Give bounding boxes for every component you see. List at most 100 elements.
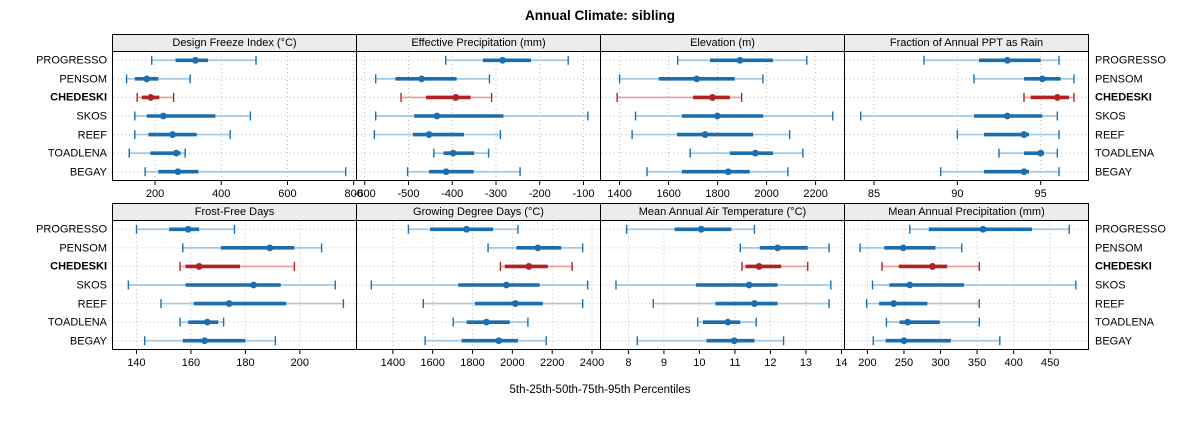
interval-pensom — [618, 74, 764, 84]
median-dot — [751, 300, 758, 307]
tick-label: 400 — [212, 188, 230, 200]
x-axis: 1400 1600 1800 2000 2200 2400 — [381, 350, 604, 369]
panel-plot — [112, 220, 357, 350]
site-labels-left: PROGRESSO PENSOM CHEDESKI SKOS REEF TOADLENA B… — [0, 34, 112, 203]
median-dot — [534, 244, 542, 252]
interval-reef — [373, 130, 502, 140]
median-dot — [511, 300, 519, 307]
site-label-begay: BEGAY — [1095, 166, 1133, 179]
median-dot — [174, 168, 182, 176]
panel-header: Elevation (m) — [600, 34, 845, 52]
site-label-reef: REEF — [1095, 129, 1125, 142]
tick-label: 11 — [729, 357, 740, 369]
interval-progresso — [909, 224, 1070, 234]
site-label-chedeski: CHEDESKI — [1095, 260, 1152, 273]
median-dot — [172, 149, 180, 157]
median-dot — [904, 318, 912, 326]
site-label-progresso: PROGRESSO — [36, 54, 107, 67]
interval-progresso — [676, 55, 808, 65]
panel-plot — [356, 220, 601, 350]
median-dot — [452, 94, 460, 101]
interval-reef — [422, 299, 584, 309]
median-dot — [192, 56, 199, 64]
tick-label: 300 — [931, 357, 949, 369]
panel-3: Fraction of Annual PPT as Rain 85 90 95 — [844, 34, 1089, 203]
median-dot — [143, 75, 151, 83]
tick-label: 8 — [625, 357, 631, 369]
x-axis-caption: 5th-25th-50th-75th-95th Percentiles — [509, 384, 691, 396]
panel-plot — [600, 220, 845, 350]
median-dot — [159, 112, 167, 120]
interval-chedeski — [741, 261, 809, 271]
tick-label: 350 — [968, 357, 986, 369]
site-label-skos: SKOS — [1095, 110, 1126, 123]
tick-label: -200 — [529, 188, 551, 200]
median-dot — [755, 263, 763, 270]
tick-label: -100 — [572, 188, 594, 200]
tick-label: 2200 — [803, 188, 827, 200]
interval-reef — [160, 299, 345, 309]
panel-header: Growing Degree Days (°C) — [356, 203, 601, 221]
site-labels-right: PROGRESSO PENSOM CHEDESKI SKOS REEF TOADLENA B… — [1089, 34, 1197, 203]
median-dot — [201, 337, 208, 345]
median-dot — [774, 244, 781, 252]
median-dot — [899, 244, 907, 252]
median-dot — [203, 318, 211, 326]
tick-label: 1600 — [656, 188, 680, 200]
x-axis: 1400 1600 1800 2000 2200 — [607, 181, 828, 200]
interval-pensom — [487, 243, 584, 253]
interval-toadlena — [885, 317, 980, 327]
interval-toadlena — [452, 317, 529, 327]
median-dot — [709, 94, 716, 101]
median-dot — [1053, 94, 1061, 101]
interval-skos — [374, 111, 589, 121]
interval-pensom — [859, 243, 963, 253]
median-dot — [449, 149, 457, 157]
interval-begay — [143, 336, 277, 346]
panels-row-0: Design Freeze Index (°C) 200 400 600 800 Effe… — [112, 34, 1089, 203]
median-dot — [184, 225, 192, 233]
median-dot — [1037, 149, 1045, 157]
panel-plot — [600, 51, 845, 181]
tick-label: 180 — [236, 357, 254, 369]
interval-pensom — [125, 74, 191, 84]
site-label-pensom: PENSOM — [1095, 73, 1143, 86]
interval-begay — [424, 336, 547, 346]
tick-label: 600 — [278, 188, 296, 200]
tick-label: 200 — [146, 188, 164, 200]
interval-reef — [631, 130, 791, 140]
site-label-pensom: PENSOM — [1095, 242, 1143, 255]
tick-label: 85 — [868, 188, 880, 200]
site-label-reef: REEF — [77, 298, 107, 311]
panel-5: Growing Degree Days (°C) 1400 1600 1800 2000… — [356, 203, 604, 372]
site-label-skos: SKOS — [1095, 279, 1126, 292]
panel-header: Fraction of Annual PPT as Rain — [844, 34, 1089, 52]
interval-progresso — [407, 224, 519, 234]
median-dot — [266, 244, 274, 252]
interval-pensom — [739, 243, 830, 253]
interval-chedeski — [400, 92, 493, 102]
median-dot — [1038, 75, 1046, 83]
x-axis: 85 90 95 — [868, 181, 1047, 200]
panel-plot — [844, 51, 1089, 181]
interval-pensom — [973, 74, 1075, 84]
x-axis: 200 250 300 350 400 450 — [858, 350, 1059, 369]
site-label-chedeski: CHEDESKI — [50, 91, 107, 104]
site-label-pensom: PENSOM — [59, 242, 107, 255]
interval-skos — [370, 280, 589, 290]
interval-chedeski — [616, 92, 743, 102]
tick-label: 90 — [951, 188, 963, 200]
interval-reef — [865, 299, 980, 309]
panel-plot — [844, 220, 1089, 350]
tick-label: 2000 — [500, 357, 524, 369]
chart-title: Annual Climate: sibling — [524, 8, 675, 23]
tick-label: 400 — [1004, 357, 1022, 369]
tick-label: 2400 — [580, 357, 604, 369]
panel-bands: PROGRESSO PENSOM CHEDESKI SKOS REEF TOADLENA B… — [0, 34, 1200, 372]
panel-plot — [356, 51, 601, 181]
panel-header: Mean Annual Precipitation (mm) — [844, 203, 1089, 221]
panel-header: Mean Annual Air Temperature (°C) — [600, 203, 845, 221]
median-dot — [979, 225, 987, 233]
tick-label: 1800 — [705, 188, 729, 200]
median-dot — [900, 337, 908, 345]
